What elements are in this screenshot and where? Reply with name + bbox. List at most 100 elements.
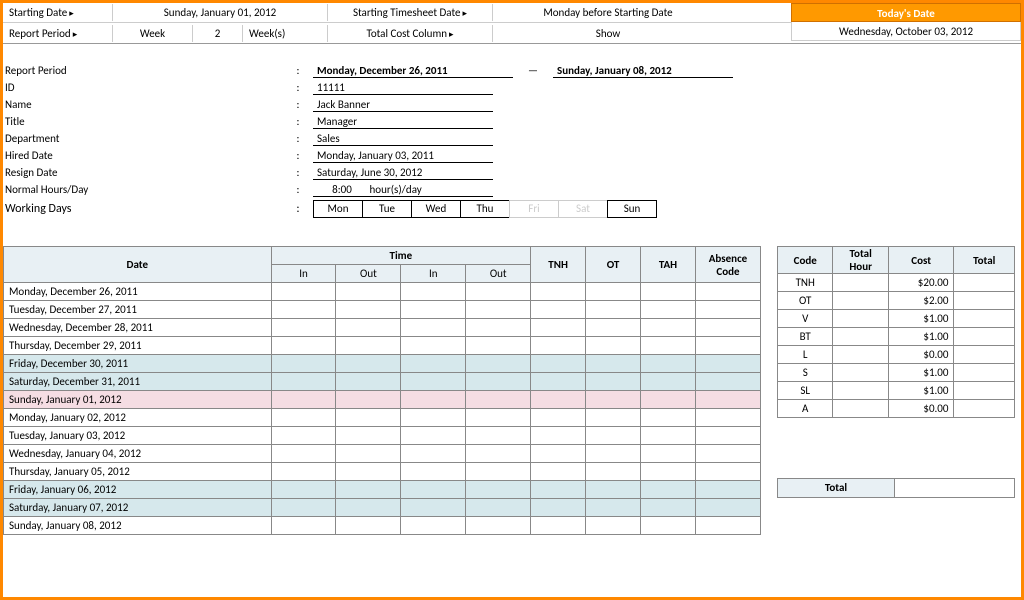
data-cell[interactable] xyxy=(531,373,586,391)
table-row[interactable]: Thursday, January 05, 2012 xyxy=(4,463,761,481)
data-cell[interactable] xyxy=(466,409,531,427)
data-cell[interactable] xyxy=(641,373,696,391)
data-cell[interactable] xyxy=(641,499,696,517)
data-cell[interactable] xyxy=(695,319,760,337)
data-cell[interactable] xyxy=(586,499,641,517)
data-cell[interactable] xyxy=(641,337,696,355)
data-cell[interactable] xyxy=(336,373,401,391)
data-cell[interactable] xyxy=(271,373,336,391)
data-cell[interactable] xyxy=(531,355,586,373)
total-cell[interactable] xyxy=(954,400,1015,418)
table-row[interactable]: Friday, January 06, 2012 xyxy=(4,481,761,499)
cost-row[interactable]: BT$1.00 xyxy=(778,328,1015,346)
table-row[interactable]: Tuesday, January 03, 2012 xyxy=(4,427,761,445)
code-cell[interactable]: V xyxy=(778,310,833,328)
code-cell[interactable]: OT xyxy=(778,292,833,310)
data-cell[interactable] xyxy=(271,391,336,409)
date-cell[interactable]: Wednesday, January 04, 2012 xyxy=(4,445,272,463)
table-row[interactable]: Tuesday, December 27, 2011 xyxy=(4,301,761,319)
data-cell[interactable] xyxy=(641,427,696,445)
date-cell[interactable]: Thursday, December 29, 2011 xyxy=(4,337,272,355)
data-cell[interactable] xyxy=(271,481,336,499)
cost-cell[interactable]: $1.00 xyxy=(888,382,954,400)
data-cell[interactable] xyxy=(641,463,696,481)
data-cell[interactable] xyxy=(531,427,586,445)
data-cell[interactable] xyxy=(466,499,531,517)
dept-value[interactable]: Sales xyxy=(313,132,493,146)
data-cell[interactable] xyxy=(695,409,760,427)
date-cell[interactable]: Monday, January 02, 2012 xyxy=(4,409,272,427)
total-cell[interactable] xyxy=(954,328,1015,346)
starting-date-value[interactable]: Sunday, January 01, 2012 xyxy=(113,4,328,21)
data-cell[interactable] xyxy=(466,481,531,499)
date-cell[interactable]: Monday, December 26, 2011 xyxy=(4,283,272,301)
date-cell[interactable]: Tuesday, January 03, 2012 xyxy=(4,427,272,445)
data-cell[interactable] xyxy=(641,481,696,499)
hour-cell[interactable] xyxy=(833,400,888,418)
total-cell[interactable] xyxy=(954,382,1015,400)
data-cell[interactable] xyxy=(641,319,696,337)
day-tue[interactable]: Tue xyxy=(362,200,412,218)
data-cell[interactable] xyxy=(401,463,466,481)
resign-value[interactable]: Saturday, June 30, 2012 xyxy=(313,166,493,180)
data-cell[interactable] xyxy=(336,337,401,355)
total-cell[interactable] xyxy=(954,310,1015,328)
data-cell[interactable] xyxy=(336,409,401,427)
data-cell[interactable] xyxy=(695,481,760,499)
data-cell[interactable] xyxy=(695,373,760,391)
data-cell[interactable] xyxy=(586,319,641,337)
total-cell[interactable] xyxy=(954,346,1015,364)
data-cell[interactable] xyxy=(336,283,401,301)
data-cell[interactable] xyxy=(336,427,401,445)
cost-row[interactable]: TNH$20.00 xyxy=(778,274,1015,292)
total-cell[interactable] xyxy=(954,292,1015,310)
data-cell[interactable] xyxy=(531,499,586,517)
day-sat[interactable]: Sat xyxy=(558,200,608,218)
data-cell[interactable] xyxy=(336,301,401,319)
data-cell[interactable] xyxy=(271,319,336,337)
date-cell[interactable]: Sunday, January 08, 2012 xyxy=(4,517,272,535)
data-cell[interactable] xyxy=(531,319,586,337)
data-cell[interactable] xyxy=(586,301,641,319)
day-sun[interactable]: Sun xyxy=(607,200,657,218)
data-cell[interactable] xyxy=(466,301,531,319)
data-cell[interactable] xyxy=(586,481,641,499)
data-cell[interactable] xyxy=(641,445,696,463)
data-cell[interactable] xyxy=(466,517,531,535)
data-cell[interactable] xyxy=(336,445,401,463)
week-number[interactable]: 2 xyxy=(193,25,243,42)
total-cell[interactable] xyxy=(954,364,1015,382)
data-cell[interactable] xyxy=(531,463,586,481)
cost-row[interactable]: V$1.00 xyxy=(778,310,1015,328)
show-label[interactable]: Show xyxy=(493,25,723,42)
data-cell[interactable] xyxy=(695,517,760,535)
data-cell[interactable] xyxy=(586,391,641,409)
day-wed[interactable]: Wed xyxy=(411,200,461,218)
table-row[interactable]: Monday, December 26, 2011 xyxy=(4,283,761,301)
hour-cell[interactable] xyxy=(833,382,888,400)
data-cell[interactable] xyxy=(401,499,466,517)
data-cell[interactable] xyxy=(695,337,760,355)
data-cell[interactable] xyxy=(401,427,466,445)
cost-cell[interactable]: $1.00 xyxy=(888,364,954,382)
data-cell[interactable] xyxy=(336,481,401,499)
data-cell[interactable] xyxy=(336,319,401,337)
data-cell[interactable] xyxy=(531,337,586,355)
data-cell[interactable] xyxy=(271,355,336,373)
name-value[interactable]: Jack Banner xyxy=(313,98,493,112)
data-cell[interactable] xyxy=(466,337,531,355)
cost-cell[interactable]: $2.00 xyxy=(888,292,954,310)
code-cell[interactable]: S xyxy=(778,364,833,382)
data-cell[interactable] xyxy=(401,445,466,463)
data-cell[interactable] xyxy=(641,283,696,301)
table-row[interactable]: Monday, January 02, 2012 xyxy=(4,409,761,427)
data-cell[interactable] xyxy=(271,337,336,355)
data-cell[interactable] xyxy=(586,337,641,355)
date-cell[interactable]: Sunday, January 01, 2012 xyxy=(4,391,272,409)
data-cell[interactable] xyxy=(586,283,641,301)
data-cell[interactable] xyxy=(586,445,641,463)
data-cell[interactable] xyxy=(531,283,586,301)
data-cell[interactable] xyxy=(271,427,336,445)
starting-ts-value[interactable]: Monday before Starting Date xyxy=(493,4,723,21)
hour-cell[interactable] xyxy=(833,328,888,346)
